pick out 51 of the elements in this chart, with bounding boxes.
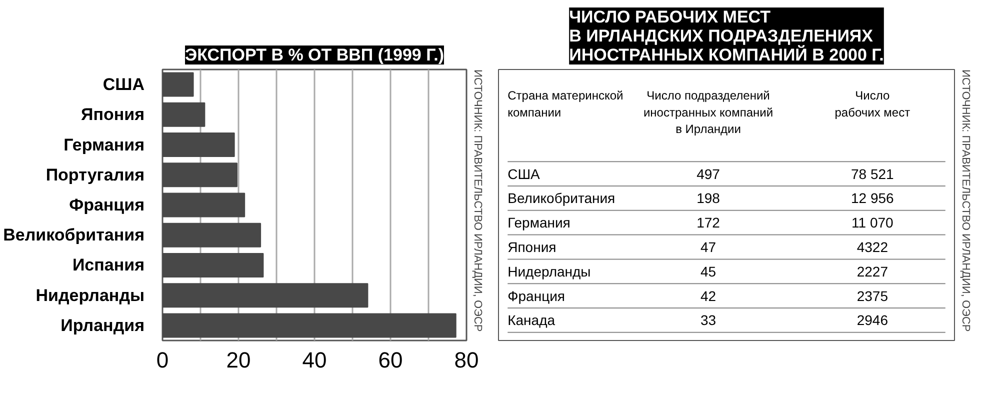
data-label: 198 [696, 190, 720, 206]
data-label: 45 [700, 263, 716, 280]
category-label: Нидерланды [508, 263, 591, 280]
bar [162, 132, 235, 158]
text: Число рабочих мест [834, 88, 911, 120]
category-label: Канада [508, 312, 556, 328]
data-label: 11 070 [852, 214, 894, 231]
y-tick-label: Франция [69, 196, 144, 214]
data-label: 2227 [856, 263, 888, 280]
x-tick-label: 20 [226, 348, 251, 372]
data-label: 33 [700, 312, 716, 328]
text: Страна материнской компании [508, 88, 624, 120]
data-label: 47 [700, 239, 716, 256]
text: Число подразделений иностранных компаний в Ирландии [643, 88, 774, 136]
data-label: 172 [696, 214, 720, 231]
bar [162, 192, 246, 218]
category-label: Великобритания [508, 190, 616, 206]
y-tick-label: США [102, 75, 145, 94]
data-label: 497 [696, 166, 720, 182]
data-label: 2375 [856, 288, 888, 304]
bar [162, 102, 206, 127]
category-label: Франция [508, 288, 565, 304]
y-tick-label: Нидерланды [36, 286, 144, 305]
bar [162, 313, 456, 338]
bar [162, 252, 264, 278]
text: ИСТОЧНИК: ПРАВИТЕЛЬСТВО ИРЛАНДИИ, ОЭСР [472, 70, 484, 332]
category-label: Япония [508, 239, 556, 256]
bar [162, 222, 262, 248]
category-label: США [508, 166, 541, 182]
data-label: 78 521 [851, 166, 894, 182]
x-tick-label: 80 [454, 348, 479, 372]
bar [162, 162, 238, 188]
bar [162, 72, 194, 97]
data-label: 12 956 [851, 190, 894, 206]
text: ИСТОЧНИК: ПРАВИТЕЛЬСТВО ИРЛАНДИИ, ОЭСР [960, 70, 972, 332]
x-tick-label: 40 [302, 348, 327, 372]
data-label: 2946 [856, 312, 888, 328]
y-tick-label: Испания [72, 256, 145, 275]
x-tick-label: 60 [378, 348, 403, 372]
data-label: 42 [700, 288, 716, 304]
y-tick-label: Великобритания [3, 226, 144, 245]
data-label: 4322 [856, 239, 888, 256]
y-tick-label: Португалия [46, 165, 144, 184]
chart-title: ЭКСПОРТ В % ОТ ВВП (1999 Г.) [185, 46, 444, 64]
category-label: Германия [508, 214, 570, 231]
bar [162, 283, 368, 308]
y-tick-label: Япония [80, 105, 145, 124]
y-tick-label: Ирландия [60, 316, 145, 335]
text: ЧИСЛО РАБОЧИХ МЕСТ В ИРЛАНДСКИХ ПОДРАЗДЕЛЕНИЯХ ИНОСТРАННЫХ КОМПАНИЙ В 2000 Г. [569, 8, 884, 64]
x-tick-label: 0 [156, 348, 169, 372]
y-tick-label: Германия [64, 135, 145, 154]
